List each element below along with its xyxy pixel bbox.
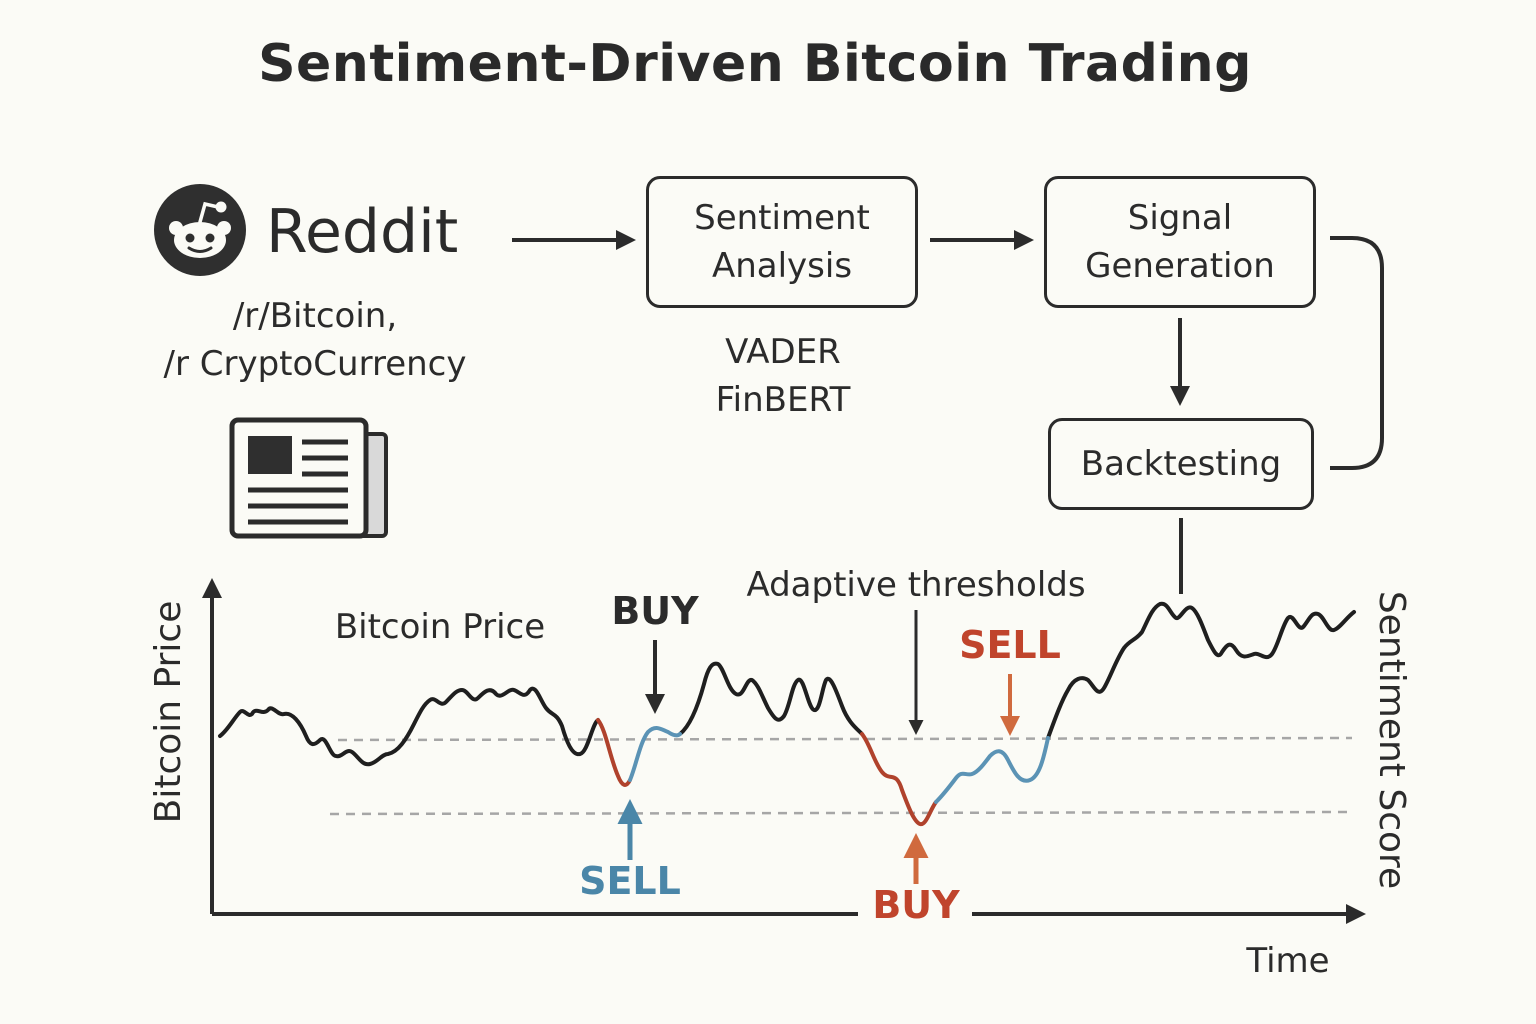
reddit-label: Reddit xyxy=(266,197,459,267)
upper-threshold-line xyxy=(337,736,1353,742)
subreddit-item: /r CryptoCurrency xyxy=(163,344,467,384)
y-axis-label-left: Bitcoin Price xyxy=(148,601,189,824)
model-item: VADER xyxy=(725,332,841,372)
threshold-label: Adaptive thresholds xyxy=(746,565,1085,605)
recovery-segment xyxy=(628,725,682,782)
sell-signal-segment xyxy=(596,718,632,787)
price-line-segment xyxy=(678,661,864,736)
reddit-logo-icon xyxy=(154,184,246,276)
sell-label-bottom: SELL xyxy=(579,859,681,903)
backtesting-box: Backtesting xyxy=(1048,418,1314,510)
signal-generation-line: Signal xyxy=(1127,198,1233,238)
backtesting-label: Backtesting xyxy=(1080,444,1282,484)
recovery-segment xyxy=(934,736,1050,804)
signal-generation-box: Signal Generation xyxy=(1044,176,1316,308)
page-title: Sentiment-Driven Bitcoin Trading xyxy=(258,34,1252,94)
buy-signal-segment xyxy=(860,732,938,827)
price-line-segment xyxy=(1046,601,1356,740)
sentiment-analysis-line: Sentiment xyxy=(694,198,870,238)
x-axis-label: Time xyxy=(1245,941,1329,981)
sentiment-analysis-box: Sentiment Analysis xyxy=(646,176,918,308)
model-item: FinBERT xyxy=(715,380,851,420)
y-axis-label-right: Sentiment Score xyxy=(1371,591,1412,889)
subreddit-list: /r/Bitcoin, /r CryptoCurrency xyxy=(150,292,480,388)
sell-label-top: SELL xyxy=(959,623,1061,667)
sentiment-analysis-line: Analysis xyxy=(711,246,853,286)
subreddit-item: /r/Bitcoin, xyxy=(232,296,398,336)
feedback-loop-connector xyxy=(1330,236,1384,470)
buy-label-bottom: BUY xyxy=(872,883,960,927)
series-label: Bitcoin Price xyxy=(335,607,545,647)
signal-generation-line: Generation xyxy=(1085,246,1275,286)
price-line-segment xyxy=(218,686,600,767)
lower-threshold-line xyxy=(329,810,1353,816)
buy-label-top: BUY xyxy=(611,589,699,633)
newspaper-icon xyxy=(229,417,388,539)
model-list: VADER FinBERT xyxy=(690,328,876,424)
